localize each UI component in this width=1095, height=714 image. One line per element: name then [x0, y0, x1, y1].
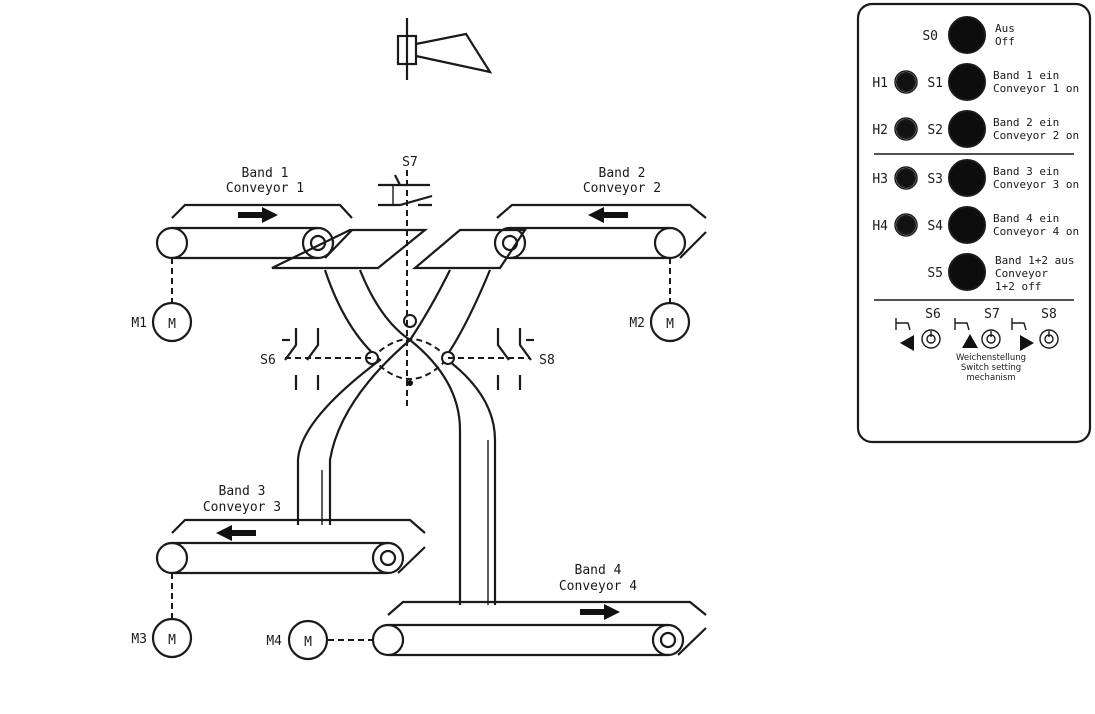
hoppers [271, 228, 528, 270]
svg-text:M: M [168, 633, 176, 648]
svg-text:H3: H3 [872, 172, 888, 187]
conveyor-4 [371, 600, 707, 657]
svg-text:Aus: Aus [995, 22, 1015, 35]
band4-label: Band 4 [575, 563, 622, 578]
svg-text:S7: S7 [984, 307, 1000, 322]
left-arrow-icon [900, 335, 914, 351]
h2-indicator-lamp [896, 119, 916, 139]
conveyor1-label: Conveyor 1 [226, 181, 304, 196]
s6-selector-switch[interactable] [895, 318, 941, 351]
motor-m4: M M4 [266, 619, 373, 661]
svg-text:Switch setting: Switch setting [961, 363, 1021, 373]
conveyor4-label: Conveyor 4 [559, 579, 637, 594]
conveyor-1-direction-arrow [238, 207, 278, 223]
svg-text:Band 4 ein: Band 4 ein [993, 212, 1059, 225]
svg-text:Band 2 ein: Band 2 ein [993, 116, 1059, 129]
s2-conveyor2-on-button[interactable] [948, 110, 986, 148]
motor-m2: M M2 [629, 258, 691, 343]
up-arrow-icon [962, 334, 978, 348]
svg-text:Conveyor 2 on: Conveyor 2 on [993, 129, 1079, 142]
s4-conveyor4-on-button[interactable] [948, 206, 986, 244]
s7-selector-switch[interactable] [954, 318, 1001, 349]
svg-text:M2: M2 [629, 316, 645, 331]
svg-text:S5: S5 [927, 266, 943, 281]
s7-label: S7 [402, 155, 418, 170]
svg-text:M3: M3 [131, 632, 147, 647]
svg-text:M1: M1 [131, 316, 147, 331]
control-panel: S0 Aus Off H1 S1 Band 1 ein Conveyor 1 o… [856, 2, 1092, 444]
switch-s7 [378, 174, 433, 207]
svg-text:Weichenstellung: Weichenstellung [956, 353, 1026, 363]
svg-text:Band 1 ein: Band 1 ein [993, 69, 1059, 82]
svg-text:Conveyor 4 on: Conveyor 4 on [993, 225, 1079, 238]
motor-m1: M M1 [131, 258, 193, 343]
conveyor3-label: Conveyor 3 [203, 500, 281, 515]
svg-text:Off: Off [995, 35, 1015, 48]
band2-label: Band 2 [599, 166, 646, 181]
conveyor2-label: Conveyor 2 [583, 181, 661, 196]
svg-text:S1: S1 [927, 76, 943, 91]
conveyor-3 [155, 518, 426, 575]
svg-text:M4: M4 [266, 634, 282, 649]
svg-text:S4: S4 [927, 219, 943, 234]
svg-text:M: M [168, 317, 176, 332]
svg-text:S0: S0 [922, 29, 938, 44]
svg-text:1+2 off: 1+2 off [995, 280, 1041, 293]
band1-label: Band 1 [242, 166, 289, 181]
s6-label: S6 [260, 353, 276, 368]
conveyor-2 [493, 203, 707, 260]
svg-text:Band 1+2 aus: Band 1+2 aus [995, 254, 1074, 267]
conveyor-1 [155, 203, 353, 260]
svg-text:S3: S3 [927, 172, 943, 187]
svg-text:mechanism: mechanism [966, 373, 1015, 383]
svg-text:Conveyor: Conveyor [995, 267, 1048, 280]
conveyor-4-direction-arrow [580, 604, 620, 620]
s1-conveyor1-on-button[interactable] [948, 63, 986, 101]
horn-icon [396, 18, 493, 80]
switch-s8 [448, 328, 534, 390]
svg-text:Conveyor 1 on: Conveyor 1 on [993, 82, 1079, 95]
svg-text:M: M [666, 317, 674, 332]
switch-pivot-top [403, 314, 417, 328]
s8-selector-switch[interactable] [1011, 318, 1059, 351]
svg-text:S8: S8 [1041, 307, 1057, 322]
switch-s6 [282, 328, 372, 390]
svg-text:S6: S6 [925, 307, 941, 322]
right-arrow-icon [1020, 335, 1034, 351]
svg-text:S2: S2 [927, 123, 943, 138]
svg-text:H2: H2 [872, 123, 888, 138]
svg-text:H4: H4 [872, 219, 888, 234]
motor-m3: M M3 [131, 573, 193, 659]
s0-off-button[interactable] [948, 16, 986, 54]
svg-text:Band 3 ein: Band 3 ein [993, 165, 1059, 178]
svg-text:M: M [304, 635, 312, 650]
chutes [296, 269, 497, 605]
s5-conveyor12-off-button[interactable] [948, 253, 986, 291]
s3-conveyor3-on-button[interactable] [948, 159, 986, 197]
band3-label: Band 3 [219, 484, 266, 499]
h4-indicator-lamp [896, 215, 916, 235]
h3-indicator-lamp [896, 168, 916, 188]
conveyor-2-direction-arrow [588, 207, 628, 223]
conveyor-3-direction-arrow [216, 525, 256, 541]
svg-text:Conveyor 3 on: Conveyor 3 on [993, 178, 1079, 191]
h1-indicator-lamp [896, 72, 916, 92]
s8-label: S8 [539, 353, 555, 368]
svg-text:H1: H1 [872, 76, 888, 91]
